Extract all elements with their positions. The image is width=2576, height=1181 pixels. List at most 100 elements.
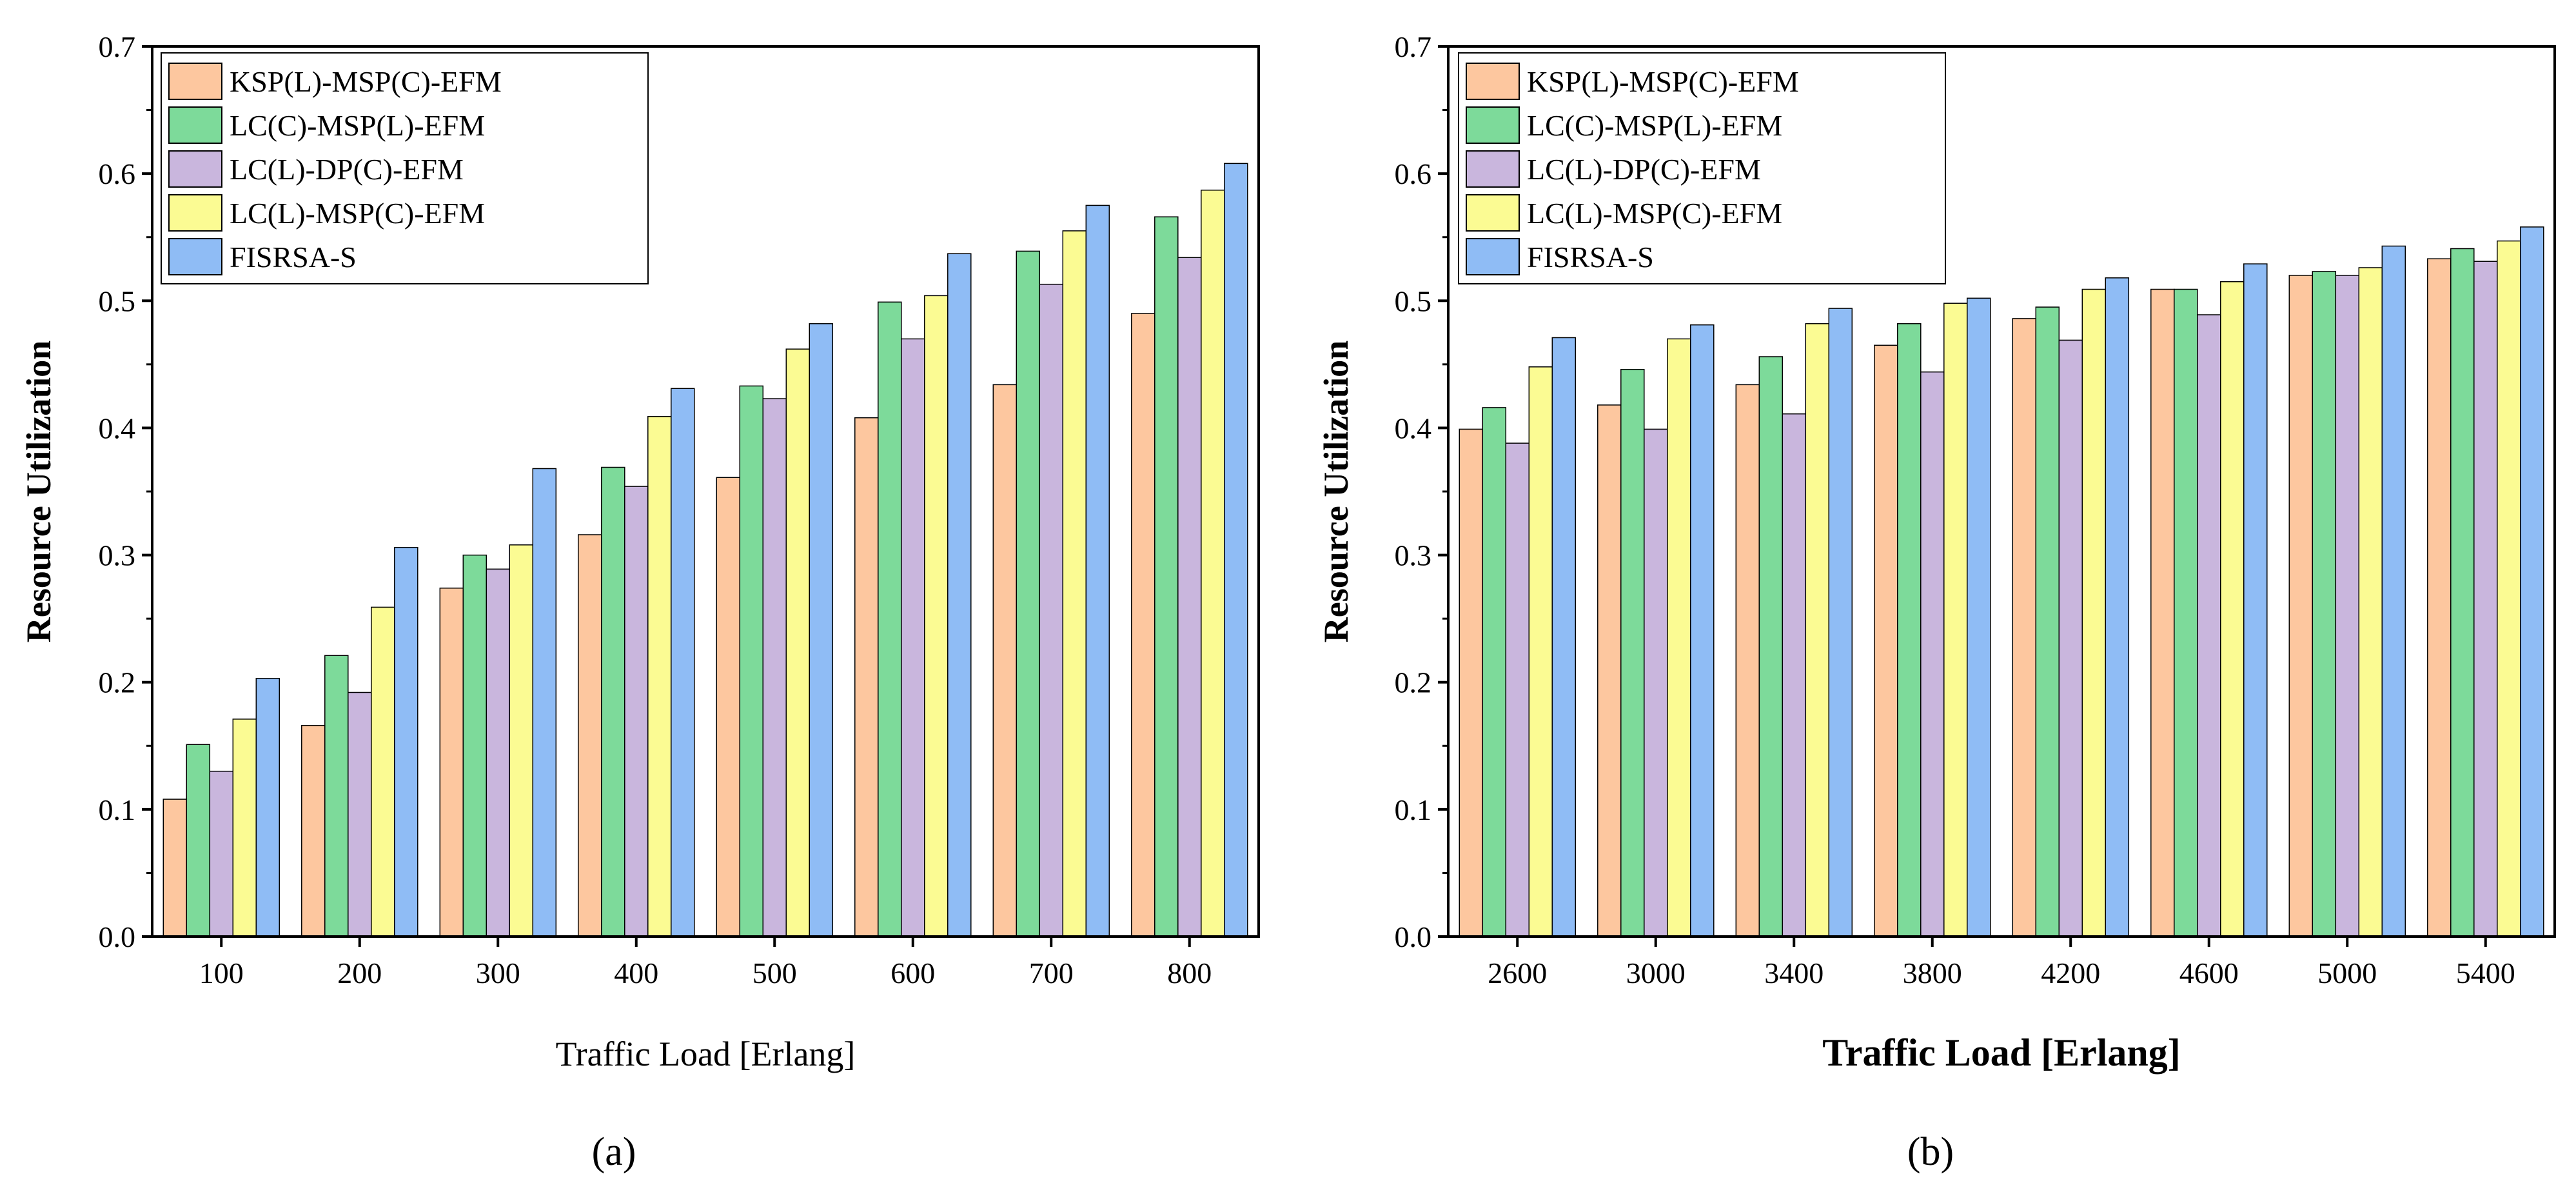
- x-tick-label: 200: [337, 957, 382, 989]
- legend-swatch-4: [168, 194, 222, 232]
- x-axis-title-a: Traffic Load [Erlang]: [556, 1035, 856, 1073]
- legend-swatch-5: [1466, 238, 1520, 275]
- bar-4200-series-3: [2058, 339, 2083, 937]
- x-tick-label: 3800: [1903, 957, 1962, 989]
- legend-label-3: LC(L)-DP(C)-EFM: [230, 153, 464, 186]
- bar-5400-series-1: [2427, 258, 2452, 937]
- bar-400-series-5: [671, 388, 695, 937]
- panel-label-b: (b): [1907, 1130, 1954, 1174]
- legend-label-4: LC(L)-MSP(C)-EFM: [230, 197, 485, 230]
- bars-group-b: [1459, 226, 2544, 937]
- bar-3000-series-4: [1667, 338, 1691, 937]
- legend-swatch-2: [1466, 106, 1520, 144]
- bar-800-series-5: [1224, 163, 1248, 937]
- legend-box-a: [161, 52, 649, 284]
- y-tick-label: 0.4: [1395, 412, 1432, 444]
- bar-600-series-1: [854, 417, 879, 937]
- y-tick-label: 0.5: [99, 284, 136, 317]
- bar-3400-series-2: [1758, 356, 1784, 937]
- x-tick-label: 100: [199, 957, 244, 989]
- y-axis-b: 0.0 0.1 0.2 0.3 0.4 0.5 0.6 0.7: [1395, 30, 1448, 953]
- y-tick-label: 0.6: [1395, 157, 1432, 190]
- bar-800-series-2: [1154, 216, 1179, 937]
- bar-3800-series-3: [1920, 371, 1945, 937]
- bar-600-series-4: [924, 295, 949, 937]
- bar-3400-series-1: [1735, 384, 1760, 937]
- y-tick-label: 0.7: [1395, 30, 1432, 63]
- x-axis-title-b: Traffic Load [Erlang]: [1822, 1031, 2181, 1074]
- bar-4600-series-5: [2243, 263, 2268, 937]
- legend-label-1: KSP(L)-MSP(C)-EFM: [1527, 65, 1799, 98]
- bar-3400-series-5: [1828, 308, 1853, 937]
- x-tick-label: 4200: [2041, 957, 2100, 989]
- x-tick-label: 4600: [2179, 957, 2239, 989]
- bar-3400-series-4: [1805, 323, 1830, 937]
- y-tick-label: 0.6: [99, 157, 136, 190]
- bar-100-series-5: [255, 678, 280, 937]
- y-tick-label: 0.3: [1395, 539, 1432, 572]
- bar-800-series-4: [1201, 190, 1225, 937]
- bar-800-series-1: [1131, 313, 1155, 937]
- legend-swatch-1: [1466, 63, 1520, 100]
- bar-300-series-5: [532, 468, 557, 937]
- y-tick-label: 0.1: [99, 793, 136, 826]
- bar-4200-series-2: [2035, 306, 2060, 937]
- legend-label-2: LC(C)-MSP(L)-EFM: [230, 109, 485, 142]
- bar-500-series-3: [762, 398, 787, 937]
- legend-swatch-2: [168, 106, 222, 144]
- bar-5400-series-2: [2450, 248, 2475, 937]
- bar-2600-series-4: [1528, 366, 1553, 937]
- legend-label-5: FISRSA-S: [230, 241, 357, 273]
- bar-100-series-4: [232, 719, 257, 937]
- bar-3000-series-1: [1597, 404, 1622, 937]
- bar-200-series-2: [324, 655, 349, 937]
- bar-4600-series-4: [2220, 281, 2245, 937]
- y-tick-label: 0.0: [1395, 920, 1432, 953]
- bar-200-series-3: [348, 691, 372, 937]
- bar-3000-series-3: [1644, 428, 1668, 937]
- bar-300-series-2: [462, 554, 487, 937]
- x-tick-label: 400: [614, 957, 658, 989]
- legend-label-4: LC(L)-MSP(C)-EFM: [1527, 197, 1782, 230]
- x-tick-label: 5400: [2456, 957, 2515, 989]
- bar-700-series-5: [1085, 204, 1110, 937]
- bar-5000-series-3: [2335, 275, 2360, 937]
- bar-3800-series-2: [1897, 323, 1922, 937]
- y-tick-label: 0.2: [1395, 666, 1432, 699]
- bar-5000-series-1: [2288, 275, 2314, 937]
- bar-400-series-3: [624, 486, 649, 937]
- legend-label-3: LC(L)-DP(C)-EFM: [1527, 153, 1761, 186]
- bar-4600-series-2: [2174, 288, 2198, 937]
- y-tick-label: 0.0: [99, 920, 136, 953]
- bar-2600-series-1: [1459, 428, 1484, 937]
- y-tick-label: 0.3: [99, 539, 136, 572]
- legend-swatch-4: [1466, 194, 1520, 232]
- bar-5000-series-5: [2381, 245, 2406, 937]
- bar-5000-series-2: [2312, 271, 2337, 937]
- bar-4200-series-5: [2105, 277, 2130, 937]
- bar-4600-series-3: [2197, 314, 2221, 937]
- bar-300-series-3: [486, 568, 511, 937]
- bar-500-series-2: [739, 385, 764, 937]
- bar-2600-series-5: [1551, 337, 1577, 937]
- x-tick-label: 800: [1167, 957, 1212, 989]
- legend-b: KSP(L)-MSP(C)-EFM LC(C)-MSP(L)-EFM LC(L)-D…: [1458, 52, 1946, 284]
- x-tick-label: 600: [890, 957, 935, 989]
- bar-200-series-1: [301, 724, 326, 937]
- bar-5400-series-3: [2473, 261, 2498, 937]
- bar-700-series-2: [1016, 250, 1041, 937]
- x-tick-label: 3400: [1764, 957, 1824, 989]
- x-tick-label: 500: [752, 957, 797, 989]
- bar-500-series-5: [809, 323, 834, 937]
- x-tick-label: 700: [1029, 957, 1074, 989]
- x-tick-label: 2600: [1488, 957, 1547, 989]
- bar-3800-series-5: [1967, 297, 1991, 937]
- legend-box-b: [1458, 52, 1946, 284]
- bar-100-series-2: [186, 744, 211, 937]
- y-tick-label: 0.4: [99, 412, 136, 444]
- bar-5000-series-4: [2358, 267, 2383, 937]
- y-tick-label: 0.5: [1395, 284, 1432, 317]
- legend-a: KSP(L)-MSP(C)-EFM LC(C)-MSP(L)-EFM LC(L)-D…: [161, 52, 649, 284]
- y-tick-label: 0.7: [99, 30, 136, 63]
